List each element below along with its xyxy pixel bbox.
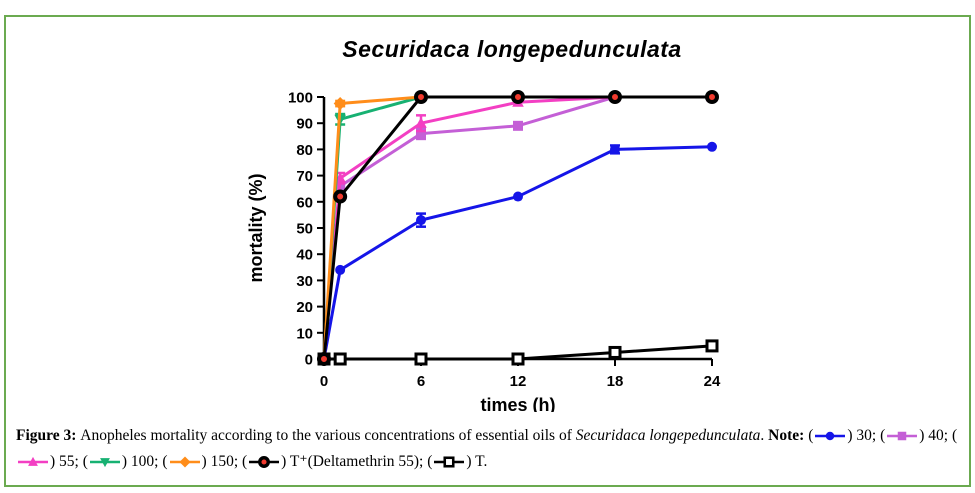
legend-marker-100: [89, 453, 121, 476]
y-tick-label: 80: [296, 142, 313, 159]
x-tick-label: 18: [607, 373, 624, 390]
y-tick-label: 50: [296, 221, 313, 238]
mortality-line-chart: 0 10 20 30 40 50 60 70 80 90 100 0 6 12 18 24 times (h) m…: [246, 90, 721, 413]
caption-text: ) T⁺(Deltamethrin 55); (: [281, 453, 433, 471]
y-tick-label: 60: [296, 194, 313, 211]
caption-text: Anopheles mortality according to the var…: [80, 427, 576, 444]
y-tick-label: 90: [296, 116, 313, 133]
series-40: [319, 92, 717, 364]
y-tick-label: 100: [288, 90, 313, 107]
series-150: [317, 90, 719, 366]
legend-marker-55: [17, 453, 49, 476]
series-T: [317, 339, 719, 366]
series-100: [318, 92, 718, 365]
y-tick-label: 70: [296, 168, 313, 185]
series-55: [318, 91, 718, 364]
caption-text: Figure 3:: [16, 427, 81, 444]
caption-text: ) 40; (: [919, 427, 958, 444]
figure-caption: Figure 3: Anopheles mortality according …: [16, 424, 962, 477]
y-tick-label: 20: [296, 299, 313, 316]
y-tick-label: 30: [296, 273, 313, 290]
x-axis-label: times (h): [480, 395, 555, 412]
y-tick-label: 40: [296, 247, 313, 264]
x-tick-label: 0: [320, 373, 328, 390]
x-tick-label: 12: [510, 373, 527, 390]
caption-text: Securidaca longepedunculata: [575, 427, 761, 444]
caption-text: .: [760, 427, 769, 444]
legend-marker-30: [814, 427, 846, 450]
caption-text: (: [804, 427, 814, 444]
legend-marker-40: [886, 427, 918, 450]
caption-text: ) 30; (: [847, 427, 886, 444]
chart-title: Securidaca longepedunculata: [342, 36, 682, 62]
y-tick-label: 0: [305, 352, 313, 369]
caption-text: ) 100; (: [121, 453, 168, 471]
series-Tplus: [317, 90, 719, 366]
legend-marker-T: [433, 453, 465, 476]
legend-marker-T-plus: [248, 453, 280, 476]
caption-text: ) 150; (: [201, 453, 248, 471]
series-30: [319, 141, 717, 364]
x-tick-label: 24: [704, 373, 721, 390]
caption-text: Note:: [768, 427, 805, 444]
caption-text: ) T.: [466, 453, 488, 471]
legend-marker-150: [169, 453, 201, 476]
caption-text: ) 55; (: [50, 453, 88, 471]
y-axis-label: mortality (%): [246, 173, 266, 282]
figure-border-box: Securidaca longepedunculata 0 10 20 30 40 50 6…: [4, 15, 971, 487]
y-tick-label: 10: [296, 325, 313, 342]
x-tick-label: 6: [417, 373, 425, 390]
